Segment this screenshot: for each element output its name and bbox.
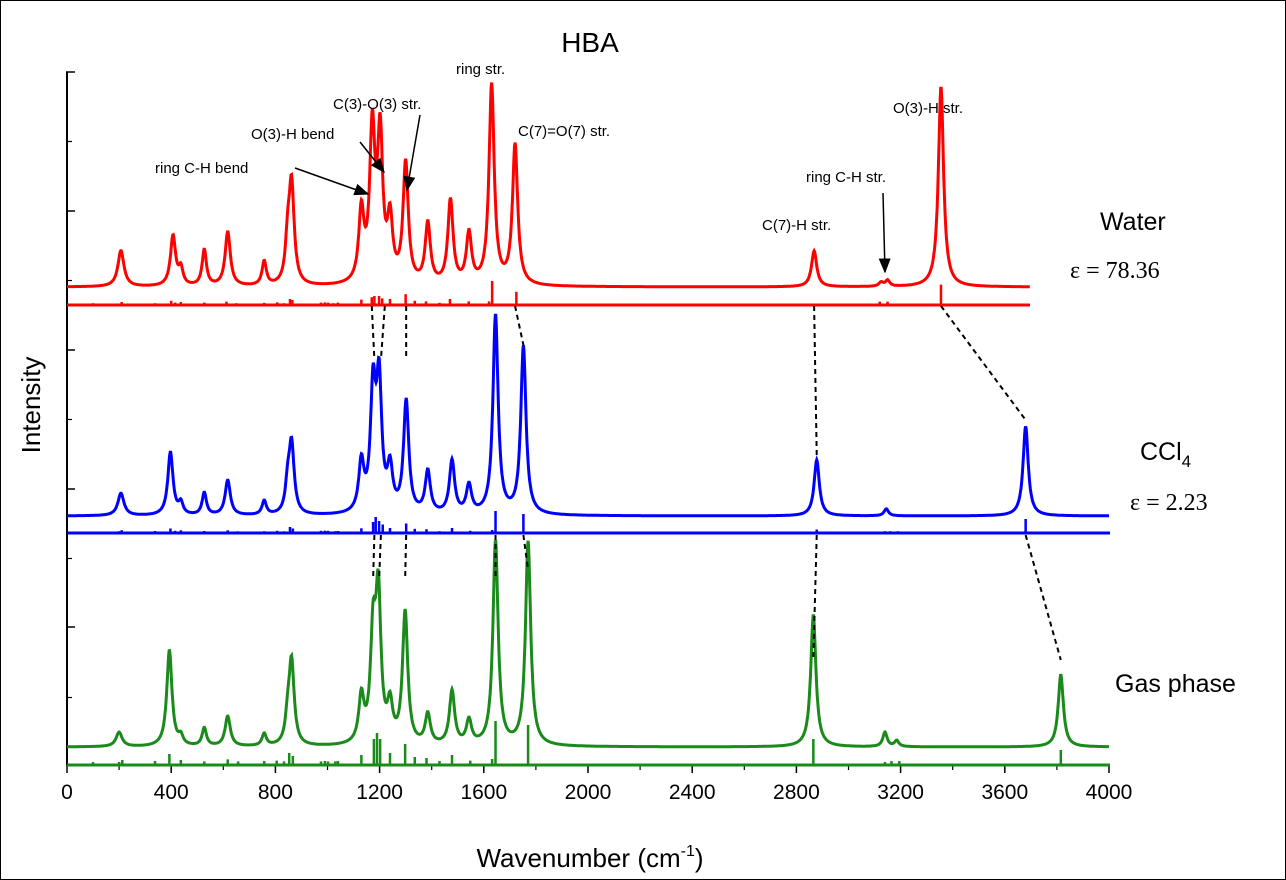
x-tick-label: 2400 xyxy=(669,781,716,804)
epsilon-water: ε = 78.36 xyxy=(1070,258,1160,284)
y-axis-label: Intensity xyxy=(16,357,46,454)
correlation-line xyxy=(370,305,376,361)
spectrum-curve-ccl4 xyxy=(67,313,1109,518)
x-tick-label: 3200 xyxy=(877,781,924,804)
annotation-c3o3-str: C(3)-O(3) str. xyxy=(333,96,421,113)
annotation-arrow xyxy=(294,167,370,196)
spectrum-curve-water xyxy=(67,82,1030,289)
series-gas xyxy=(67,539,1110,767)
x-tick-label: 1600 xyxy=(460,781,507,804)
axes: 0 400 800 1200 1600 2000 2400 2800 3200 3600 4000 xyxy=(61,71,1133,804)
annotation-ring-ch-str: ring C-H str. xyxy=(806,169,886,186)
epsilon-ccl4: ε = 2.23 xyxy=(1130,490,1208,516)
series-label-ccl4: CCl4 xyxy=(1140,438,1191,471)
correlation-line xyxy=(514,305,525,346)
x-tick-label: 3600 xyxy=(981,781,1028,804)
annotation-o3h-bend: O(3)-H bend xyxy=(251,126,334,143)
spectrum-curve-gas xyxy=(67,539,1110,749)
annotation-arrow xyxy=(359,141,385,174)
annotation-ring-str: ring str. xyxy=(456,61,505,78)
annotation-ring-ch-bend: ring C-H bend xyxy=(155,160,248,177)
series-ccl4 xyxy=(67,313,1110,535)
chart-title: HBA xyxy=(561,27,619,58)
correlation-line xyxy=(372,534,376,581)
x-tick-label: 2800 xyxy=(773,781,820,804)
x-tick-label: 400 xyxy=(154,781,189,804)
x-tick-label: 1200 xyxy=(356,781,403,804)
annotation-o3h-str: O(3)-H str. xyxy=(893,100,963,117)
correlation-line xyxy=(522,534,530,571)
series-label-gas: Gas phase xyxy=(1115,670,1236,698)
correlation-line xyxy=(404,534,408,581)
x-tick-label: 0 xyxy=(61,781,73,804)
x-axis-label: Wavenumber (cm-1) xyxy=(476,843,703,873)
correlation-line xyxy=(379,305,386,361)
x-tick-label: 2000 xyxy=(565,781,612,804)
x-tick-label: 4000 xyxy=(1086,781,1133,804)
annotation-c7o7-str: C(7)=O(7) str. xyxy=(518,123,610,140)
correlation-line xyxy=(813,305,818,456)
correlation-line xyxy=(1024,534,1062,661)
annotations xyxy=(294,114,891,274)
annotation-arrow xyxy=(403,114,421,192)
series-water xyxy=(67,82,1030,307)
correlation-line xyxy=(378,534,382,581)
x-tick-label: 800 xyxy=(258,781,293,804)
correlation-line xyxy=(812,534,818,661)
series-label-water: Water xyxy=(1100,208,1166,236)
correlation-lines xyxy=(370,305,1062,661)
annotation-arrow xyxy=(878,192,891,274)
series-group xyxy=(67,82,1110,767)
correlation-line xyxy=(940,305,1027,421)
annotation-c7h-str: C(7)-H str. xyxy=(762,217,831,234)
